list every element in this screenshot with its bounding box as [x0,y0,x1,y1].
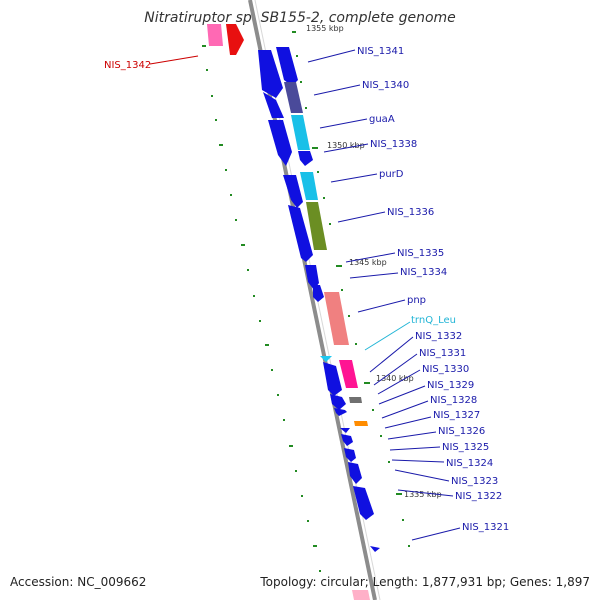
label-nis-1325[interactable]: NIS_1325 [442,442,489,453]
label-nis-1334[interactable]: NIS_1334 [400,267,447,278]
leader-nis-1323 [394,469,450,482]
leader-nis-1327 [384,416,432,429]
map-title: Nitratiruptor sp. SB155-2, complete geno… [144,10,456,26]
leader-guaA [319,118,368,129]
gene-pnp[interactable] [324,292,349,345]
gene-nis-1324[interactable] [344,448,356,462]
label-nis-1326[interactable]: NIS_1326 [438,426,485,437]
gene-nis-1323[interactable] [348,462,362,484]
gene-pink-bottom[interactable] [352,590,370,600]
label-pnp[interactable]: pnp [407,295,426,306]
label-nis-1322[interactable]: NIS_1322 [455,491,502,502]
gene-nis-1331[interactable] [330,394,346,410]
label-nis-1321[interactable]: NIS_1321 [462,522,509,533]
scale-label-1335: 1335 kbp [404,490,442,499]
label-nis-1323[interactable]: NIS_1323 [451,476,498,487]
accession-label: Accession: NC_009662 [10,575,147,589]
label-purD[interactable]: purD [379,169,404,180]
leader-nis-1334 [349,272,399,279]
gene-nis-1342[interactable] [226,24,244,55]
gene-nis-1330[interactable] [334,408,347,416]
leader-nis-1340 [313,84,361,96]
gene-cds-b[interactable] [268,120,292,166]
leader-nis-1325 [389,446,441,451]
label-nis-1336[interactable]: NIS_1336 [387,207,434,218]
leader-trnQ-leu [364,321,411,351]
gene-nis-1332[interactable] [323,362,342,396]
leader-nis-1330 [377,369,421,395]
gene-nis-1327[interactable] [354,421,368,426]
scale-label-1345: 1345 kbp [349,258,387,267]
gene-nis-1336[interactable] [306,202,327,250]
gene-nis-1341[interactable] [276,47,298,86]
gene-nis-1338[interactable] [298,151,313,166]
scale-label-1355: 1355 kbp [306,24,344,33]
gene-purD[interactable] [300,172,318,200]
inner-tick-ring [292,31,410,547]
gene-nis-1325[interactable] [341,434,353,446]
label-nis-1330[interactable]: NIS_1330 [422,364,469,375]
gene-nis-1328[interactable] [349,397,362,403]
label-nis-1327[interactable]: NIS_1327 [433,410,480,421]
leader-nis-1341 [307,49,356,63]
scale-label-1350: 1350 kbp [327,141,365,150]
cds-strand-1 [258,50,380,552]
label-nis-1340[interactable]: NIS_1340 [362,80,409,91]
gene-cds-d[interactable] [288,205,313,262]
gene-nis-1326[interactable] [340,428,350,433]
leader-nis-1329 [378,385,426,405]
gene-nis-1321[interactable] [370,546,380,552]
leader-nis-1324 [391,459,445,463]
genome-summary: Topology: circular; Length: 1,877,931 bp… [260,575,590,589]
gene-pink-nis-1329[interactable] [339,360,358,388]
gene-nis-1340[interactable] [284,82,303,113]
leader-nis-1328 [381,400,429,419]
leader-nis-1332 [369,336,414,373]
label-nis-1335[interactable]: NIS_1335 [397,248,444,259]
leader-nis-1338 [323,143,369,153]
gene-cds-a[interactable] [263,92,284,118]
leader-pnp [357,299,406,313]
gene-cds-e[interactable] [305,265,319,290]
leader-nis-1342 [149,55,199,65]
leader-nis-1336 [337,211,386,223]
gene-nis-1341-a[interactable] [258,50,283,98]
gene-nis-1322[interactable] [353,486,374,520]
label-nis-1329[interactable]: NIS_1329 [427,380,474,391]
leader-nis-1326 [387,431,437,440]
label-guaA[interactable]: guaA [369,114,395,125]
leader-nis-1321 [411,527,461,541]
gene-trnQ-leu[interactable] [320,356,332,362]
gene-guaA[interactable] [291,115,310,150]
label-nis-1341[interactable]: NIS_1341 [357,46,404,57]
label-nis-1328[interactable]: NIS_1328 [430,395,477,406]
label-nis-1324[interactable]: NIS_1324 [446,458,493,469]
leader-nis-1335 [345,252,396,263]
label-trnQ-leu[interactable]: trnQ_Leu [411,315,456,326]
leader-nis-1322 [397,489,454,497]
leader-nis-1331 [373,353,418,386]
label-nis-1331[interactable]: NIS_1331 [419,348,466,359]
leader-purD [330,173,378,183]
label-leader-lines [149,49,461,541]
label-nis-1342[interactable]: NIS_1342 [104,60,151,71]
gene-cds-c[interactable] [283,175,303,208]
gene-cds-f[interactable] [313,285,324,302]
scale-label-1340: 1340 kbp [376,374,414,383]
outer-tick-ring [202,45,321,572]
label-nis-1332[interactable]: NIS_1332 [415,331,462,342]
gene-pink-top[interactable] [207,24,223,46]
label-nis-1338[interactable]: NIS_1338 [370,139,417,150]
